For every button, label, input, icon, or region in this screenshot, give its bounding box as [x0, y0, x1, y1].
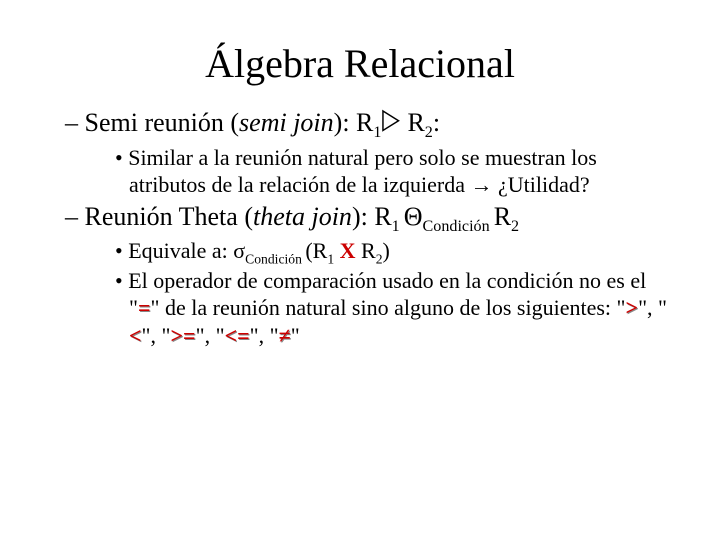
paren: (: [238, 202, 253, 231]
semijoin-icon: [381, 109, 401, 132]
r1: R: [374, 202, 391, 231]
c1: ", ": [638, 295, 667, 320]
c2: ", ": [142, 323, 171, 348]
paren: (: [224, 108, 239, 137]
op-ne: ≠: [279, 323, 291, 348]
c5: ": [291, 323, 300, 348]
open: (R: [305, 238, 327, 263]
colon: :: [433, 108, 440, 137]
r2: R: [361, 238, 376, 263]
bullet-theta-join: – Reunión Theta (theta join): R1 ΘCondic…: [65, 201, 675, 234]
op-eq: =: [138, 295, 151, 320]
r2: R: [401, 108, 425, 137]
term-italic: semi join: [239, 108, 334, 137]
bullet-theta-equiv: • Equivale a: σCondición (R1 X R2): [115, 237, 675, 265]
bullet-theta-operators: • El operador de comparación usado en la…: [115, 267, 675, 350]
op-gt: >: [626, 295, 639, 320]
c4: ", ": [250, 323, 279, 348]
term-italic: theta join: [253, 202, 352, 231]
sub1: 1: [392, 218, 404, 235]
dash: –: [65, 108, 78, 137]
bullet: •: [115, 238, 123, 263]
arrow-icon: →: [470, 172, 492, 197]
r1: R: [356, 108, 373, 137]
dash: –: [65, 202, 78, 231]
sub2: 2: [511, 218, 519, 235]
c3: ", ": [196, 323, 225, 348]
close: ): [383, 238, 390, 263]
bullet-semi-join: – Semi reunión (semi join): R1 R2:: [65, 107, 675, 140]
pre: Equivale a:: [128, 238, 233, 263]
cond-sub: Condición: [423, 218, 494, 235]
text-b: ¿Utilidad?: [492, 172, 589, 197]
paren-close: ):: [352, 202, 374, 231]
op-ge: >=: [171, 323, 196, 348]
paren-close: ):: [334, 108, 356, 137]
cartesian-x: X: [334, 238, 361, 263]
sub2: 2: [376, 251, 383, 266]
text: Reunión Theta: [85, 202, 238, 231]
bullet-semi-join-desc: • Similar a la reunión natural pero solo…: [115, 144, 675, 199]
content-area: – Semi reunión (semi join): R1 R2: • Sim…: [0, 107, 720, 349]
text: Semi reunión: [85, 108, 224, 137]
theta-symbol: Θ: [404, 202, 423, 231]
op-le: <=: [225, 323, 250, 348]
sub2: 2: [425, 124, 433, 141]
text-b: " de la reunión natural sino alguno de l…: [151, 295, 626, 320]
bullet: •: [115, 145, 123, 170]
sigma-symbol: σ: [233, 238, 245, 263]
cond-sub: Condición: [245, 251, 305, 266]
r2: R: [494, 202, 511, 231]
slide: Álgebra Relacional – Semi reunión (semi …: [0, 40, 720, 540]
sub1: 1: [373, 124, 381, 141]
page-title: Álgebra Relacional: [0, 40, 720, 87]
bullet: •: [115, 268, 123, 293]
op-lt: <: [129, 323, 142, 348]
